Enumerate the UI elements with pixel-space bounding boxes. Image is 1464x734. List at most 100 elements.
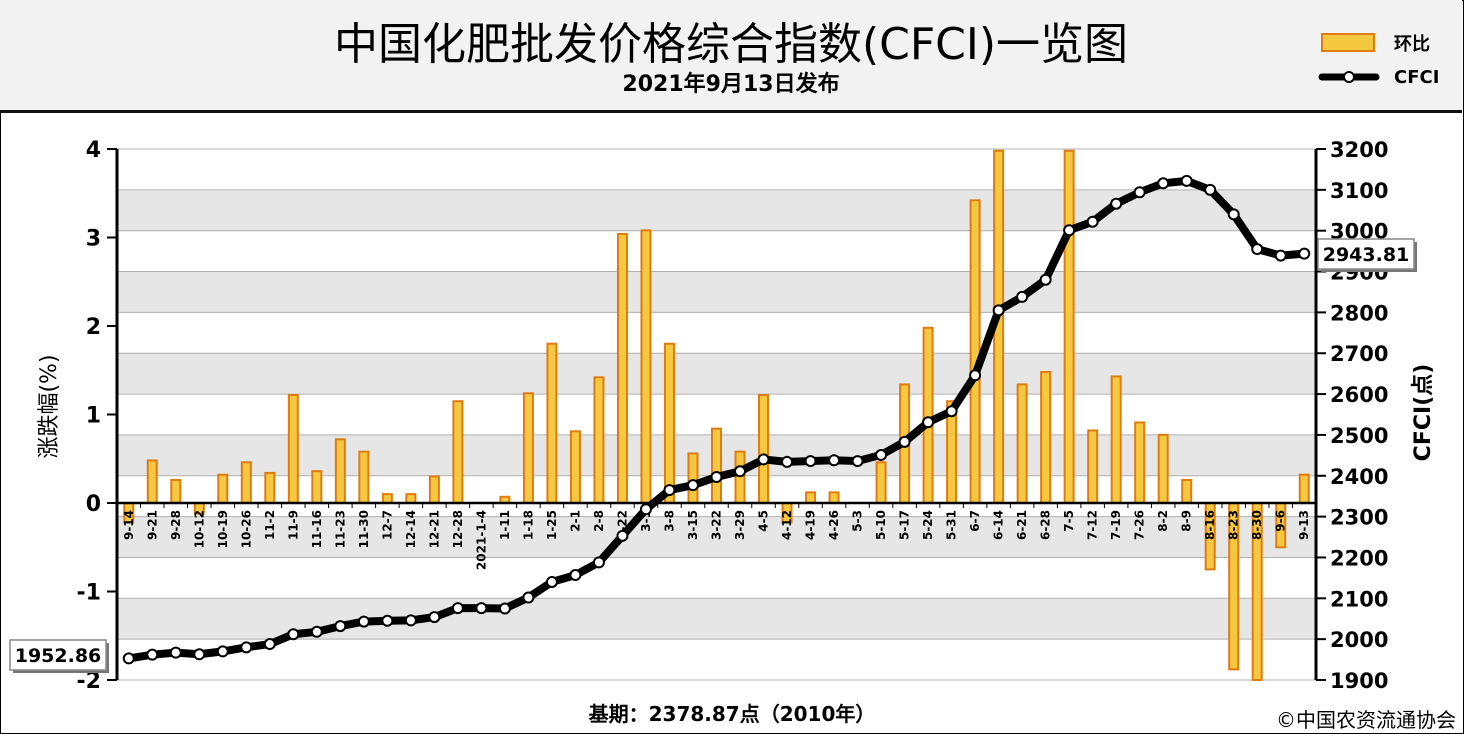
bar <box>522 392 534 505</box>
cfci-marker <box>922 416 935 429</box>
bar <box>1181 478 1193 504</box>
right-tick-label: 2700 <box>1330 342 1388 366</box>
x-tick-label: 7-12 <box>1086 510 1100 540</box>
cfci-marker <box>898 435 911 448</box>
x-tick-label: 4-5 <box>757 510 771 532</box>
x-tick-label: 2021-1-4 <box>474 510 488 570</box>
cfci-marker <box>263 638 276 651</box>
bar <box>1157 433 1169 505</box>
chart-title: 中国化肥批发价格综合指数(CFCI)一览图 <box>333 19 1129 70</box>
x-tick-label: 2-8 <box>592 510 606 532</box>
x-tick-label: 10-26 <box>239 510 253 548</box>
cfci-marker <box>616 529 629 542</box>
left-tick-label: -1 <box>77 581 101 606</box>
cfci-marker <box>734 465 747 478</box>
bar <box>616 232 628 505</box>
x-tick-label: 10-12 <box>192 510 206 548</box>
x-tick-label: 11-9 <box>286 510 300 540</box>
x-tick-labels: 9-14 9-21 9-28 10-12 10-19 10-26 11-2 11-9 11-16… <box>122 510 1311 570</box>
bar <box>1087 429 1099 504</box>
bar <box>334 438 346 504</box>
x-tick-label: 3-8 <box>662 510 676 532</box>
left-tick-label: 2 <box>86 315 101 340</box>
cfci-marker <box>1110 197 1123 210</box>
cfci-marker <box>545 575 558 588</box>
cfci-marker <box>169 646 182 659</box>
cfci-marker <box>804 455 817 468</box>
cfci-marker <box>686 479 699 492</box>
x-tick-label: 8-16 <box>1203 510 1217 540</box>
right-tick-label: 2200 <box>1330 546 1388 570</box>
bar <box>146 459 158 504</box>
gridlines <box>117 148 1316 681</box>
cfci-marker <box>498 602 511 615</box>
x-tick-label: 12-28 <box>451 510 465 548</box>
cfci-marker <box>1016 290 1029 303</box>
x-tick-label: 5-24 <box>921 510 935 540</box>
x-tick-label: 2-1 <box>568 510 582 532</box>
x-tick-label: 3-15 <box>686 510 700 540</box>
end-value-label-box <box>1317 238 1415 270</box>
x-tick-label: 9-21 <box>145 510 159 540</box>
plot-band <box>117 353 1316 395</box>
bar <box>381 493 393 504</box>
x-tick-label: 1-18 <box>521 510 535 540</box>
cfci-marker <box>1086 215 1099 228</box>
bar <box>922 326 934 504</box>
bar <box>287 394 299 504</box>
bar <box>546 342 558 505</box>
right-tick-label: 2600 <box>1330 383 1388 407</box>
bar <box>969 199 981 505</box>
cfci-marker <box>428 611 441 624</box>
x-tick-label: 4-12 <box>780 510 794 540</box>
x-tick-label: 11-2 <box>263 510 277 540</box>
x-tick-label: 5-10 <box>874 510 888 540</box>
cfci-marker <box>193 648 206 661</box>
legend-line-label: CFCI <box>1394 67 1439 88</box>
cfci-marker <box>639 503 652 516</box>
value-annotations: 1952.86 2943.81 <box>9 238 1417 673</box>
right-tick-label: 1900 <box>1330 669 1388 693</box>
x-tick-label: 4-26 <box>827 510 841 540</box>
cfci-marker <box>828 454 841 467</box>
left-tick-label: 3 <box>86 227 101 252</box>
bar <box>1063 149 1075 505</box>
right-tick-label: 2400 <box>1330 465 1388 489</box>
x-tick-label: 1-11 <box>498 510 512 540</box>
bar <box>687 452 699 505</box>
bar <box>170 478 182 504</box>
cfci-marker <box>1274 249 1287 262</box>
cfci-marker <box>992 304 1005 317</box>
cfci-marker <box>851 455 864 468</box>
right-tick-label: 2500 <box>1330 424 1388 448</box>
cfci-marker <box>663 484 676 497</box>
bar <box>875 461 887 505</box>
bar <box>311 470 323 505</box>
bar <box>1110 375 1122 505</box>
cfci-marker <box>404 614 417 627</box>
x-tick-label: 8-9 <box>1180 510 1194 532</box>
x-tick-label: 8-23 <box>1227 510 1241 540</box>
end-value-label: 2943.81 <box>1323 244 1410 266</box>
bar <box>569 430 581 504</box>
cfci-marker <box>287 628 300 641</box>
base-period-note: 基期：2378.87点（2010年） <box>588 702 876 726</box>
cfci-marker <box>1039 273 1052 286</box>
x-tick-label: 4-19 <box>804 510 818 540</box>
bar <box>405 493 417 504</box>
right-tick-label: 3200 <box>1330 138 1388 162</box>
x-tick-label: 10-19 <box>216 510 230 548</box>
cfci-marker <box>1227 208 1240 221</box>
cfci-marker <box>1133 186 1146 199</box>
bar <box>240 461 252 505</box>
left-tick-label: 0 <box>86 492 101 517</box>
left-tick-label: 4 <box>86 138 101 163</box>
right-tick-label: 2300 <box>1330 506 1388 530</box>
bar <box>452 400 464 505</box>
x-tick-label: 7-26 <box>1133 510 1147 540</box>
right-tick-label: 2800 <box>1330 301 1388 325</box>
x-tick-label: 11-30 <box>357 510 371 548</box>
left-tick-label: 1 <box>86 404 101 429</box>
bar <box>805 491 817 505</box>
copyright-text: ©中国农资流通协会 <box>1276 708 1456 732</box>
